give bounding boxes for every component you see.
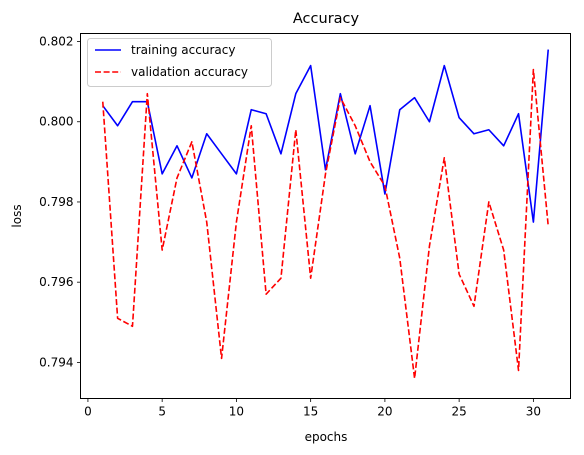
- y-tick-label: 0.800: [39, 115, 73, 129]
- x-tick-label: 15: [303, 405, 318, 419]
- y-axis-label: loss: [10, 204, 24, 227]
- legend-label-validation-accuracy: validation accuracy: [131, 65, 248, 79]
- y-tick-label: 0.794: [39, 355, 73, 369]
- x-axis-label: epochs: [305, 430, 348, 444]
- y-axis: 0.794 0.796 0.798 0.800 0.802: [39, 35, 81, 369]
- y-tick-label: 0.802: [39, 35, 73, 49]
- x-tick-label: 5: [158, 405, 166, 419]
- legend-box: [87, 38, 272, 87]
- x-tick-label: 0: [84, 405, 92, 419]
- legend: training accuracy validation accuracy: [87, 38, 272, 87]
- y-tick-label: 0.798: [39, 195, 73, 209]
- y-tick-label: 0.796: [39, 275, 73, 289]
- x-tick-label: 30: [526, 405, 541, 419]
- legend-label-training-accuracy: training accuracy: [131, 43, 235, 57]
- chart-title: Accuracy: [293, 11, 360, 27]
- plot-area: [101, 49, 550, 380]
- x-tick-label: 20: [377, 405, 392, 419]
- x-axis: 0 5 10 15 20 25 30: [84, 398, 541, 419]
- x-tick-label: 10: [229, 405, 244, 419]
- plot-frame: [80, 33, 571, 399]
- x-tick-label: 25: [451, 405, 466, 419]
- series-line-validation-accuracy: [101, 68, 550, 380]
